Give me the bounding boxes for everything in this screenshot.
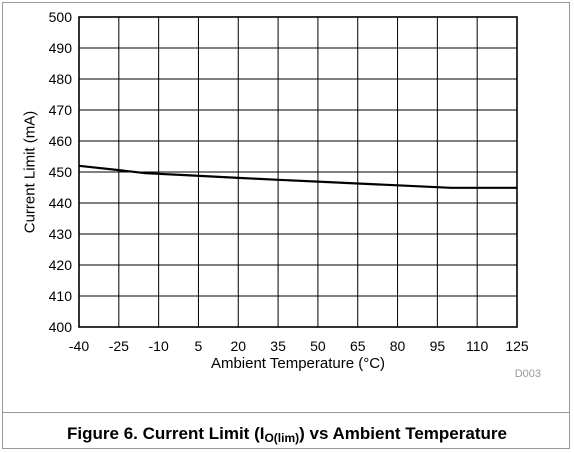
y-axis-label: Current Limit (mA) (21, 111, 38, 234)
x-tick-label: -40 (69, 338, 89, 354)
caption-prefix: Figure 6. Current Limit (I (67, 424, 265, 443)
y-tick-label: 460 (49, 133, 73, 149)
x-tick-label: 95 (430, 338, 446, 354)
x-tick-label: -10 (149, 338, 169, 354)
y-tick-label: 440 (49, 195, 73, 211)
y-tick-labels: 500 490 480 470 460 450 440 430 420 410 400 (49, 9, 73, 335)
x-tick-label: 65 (350, 338, 366, 354)
y-tick-label: 490 (49, 40, 73, 56)
x-tick-label: 20 (230, 338, 246, 354)
x-tick-label: -25 (109, 338, 129, 354)
y-tick-label: 470 (49, 102, 73, 118)
figure-caption: Figure 6. Current Limit (IO(lim)) vs Amb… (0, 424, 574, 445)
series-line (78, 164, 517, 189)
series-layer (78, 164, 517, 189)
chart-id-label: D003 (515, 368, 541, 380)
caption-subscript: O(lim) (264, 431, 300, 445)
y-tick-label: 500 (49, 9, 73, 25)
x-tick-label: 50 (310, 338, 326, 354)
y-tick-label: 430 (49, 226, 73, 242)
x-tick-label: 35 (270, 338, 286, 354)
y-tick-label: 450 (49, 164, 73, 180)
x-axis-label: Ambient Temperature (°C) (211, 355, 385, 372)
grid (78, 16, 518, 328)
x-tick-label: 125 (505, 338, 529, 354)
caption-divider (2, 412, 570, 413)
y-tick-label: 420 (49, 257, 73, 273)
figure-frame (2, 2, 570, 449)
x-tick-label: 80 (390, 338, 406, 354)
x-tick-labels: -40 -25 -10 5 20 35 50 65 80 95 110 125 (69, 338, 529, 354)
caption-suffix: ) vs Ambient Temperature (299, 424, 507, 443)
x-tick-label: 110 (466, 338, 489, 354)
x-tick-label: 5 (195, 338, 203, 354)
y-tick-label: 480 (49, 71, 73, 87)
y-tick-label: 410 (49, 288, 73, 304)
y-tick-label: 400 (49, 319, 73, 335)
plot-border (78, 16, 518, 328)
